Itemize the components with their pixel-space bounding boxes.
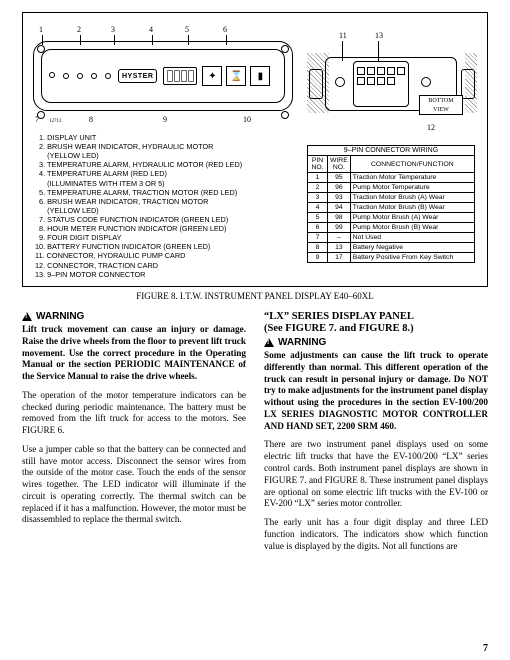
instrument-panel-drawing: HYSTER ✦ ⌛ ▮ 1 2 3 4 5 6 7 8 9 10 12713	[33, 31, 293, 127]
legend-line: 9. FOUR DIGIT DISPLAY	[35, 233, 305, 242]
legend-line: 8. HOUR METER FUNCTION INDICATOR (GREEN …	[35, 224, 305, 233]
four-digit-display-icon	[163, 67, 197, 85]
legend-line: 13. 9–PIN MOTOR CONNECTOR	[35, 270, 305, 279]
legend-line: 3. TEMPERATURE ALARM, HYDRAULIC MOTOR (R…	[35, 160, 305, 169]
battery-icon: ▮	[250, 66, 270, 86]
left-column: WARNING Lift truck movement can cause an…	[22, 311, 246, 559]
warning-icon	[264, 338, 274, 347]
hourglass-icon: ⌛	[226, 66, 246, 86]
left-paragraph-2: Use a jumper cable so that the battery c…	[22, 444, 246, 526]
callout-10: 10	[243, 115, 251, 124]
right-warning-text: Some adjustments can cause the lift truc…	[264, 350, 488, 432]
callout-11: 11	[339, 31, 347, 40]
connector-drawing: BOTTOM VIEW 11 13 12	[307, 29, 477, 139]
legend-list: 1. DISPLAY UNIT 2. BRUSH WEAR INDICATOR,…	[35, 133, 305, 279]
callout-2: 2	[77, 25, 81, 34]
warning-heading-right: WARNING	[264, 337, 488, 348]
warning-heading-left: WARNING	[22, 311, 246, 322]
callout-1: 1	[39, 25, 43, 34]
table-row: 598Pump Motor Brush (A) Wear	[308, 213, 475, 223]
right-column: “LX” SERIES DISPLAY PANEL (See FIGURE 7.…	[264, 311, 488, 559]
legend-line: 7. STATUS CODE FUNCTION INDICATOR (GREEN…	[35, 215, 305, 224]
wrench-icon: ✦	[202, 66, 222, 86]
callout-9: 9	[163, 115, 167, 124]
table-row: 393Traction Motor Brush (A) Wear	[308, 193, 475, 203]
lx-series-heading: “LX” SERIES DISPLAY PANEL (See FIGURE 7.…	[264, 311, 488, 335]
callout-7: 7	[35, 115, 39, 124]
legend-line: (YELLOW LED)	[35, 206, 305, 215]
callout-13: 13	[375, 31, 383, 40]
wiring-table: 9–PIN CONNECTOR WIRING PIN NO. WIRE NO. …	[307, 145, 475, 263]
legend-line: 5. TEMPERATURE ALARM, TRACTION MOTOR (RE…	[35, 188, 305, 197]
warning-icon	[22, 312, 32, 321]
table-row: 7–Not Used	[308, 233, 475, 243]
left-paragraph-1: The operation of the motor temperature i…	[22, 390, 246, 437]
callout-8: 8	[89, 115, 93, 124]
callout-3: 3	[111, 25, 115, 34]
legend-line: (ILLUMINATES WITH ITEM 3 OR 5)	[35, 179, 305, 188]
brand-label: HYSTER	[118, 69, 157, 83]
legend-line: 1. DISPLAY UNIT	[35, 133, 305, 142]
legend-line: 4. TEMPERATURE ALARM (RED LED)	[35, 169, 305, 178]
table-row: 813Battery Negative	[308, 243, 475, 253]
callout-6: 6	[223, 25, 227, 34]
left-warning-text: Lift truck movement can cause an injury …	[22, 324, 246, 383]
table-row: 296Pump Motor Temperature	[308, 183, 475, 193]
legend-line: 6. BRUSH WEAR INDICATOR, TRACTION MOTOR	[35, 197, 305, 206]
right-paragraph-1: There are two instrument panel displays …	[264, 439, 488, 510]
callout-12: 12	[427, 123, 435, 132]
legend-line: 10. BATTERY FUNCTION INDICATOR (GREEN LE…	[35, 242, 305, 251]
table-row: 917Battery Positive From Key Switch	[308, 253, 475, 263]
figure-8-box: HYSTER ✦ ⌛ ▮ 1 2 3 4 5 6 7 8 9 10 12713	[22, 12, 488, 287]
callout-5: 5	[185, 25, 189, 34]
table-row: 699Pump Motor Brush (B) Wear	[308, 223, 475, 233]
legend-line: (YELLOW LED)	[35, 151, 305, 160]
table-row: 494Traction Motor Brush (B) Wear	[308, 203, 475, 213]
legend-line: 12. CONNECTOR, TRACTION CARD	[35, 261, 305, 270]
legend-line: 2. BRUSH WEAR INDICATOR, HYDRAULIC MOTOR	[35, 142, 305, 151]
page-number: 7	[483, 643, 488, 654]
legend-line: 11. CONNECTOR, HYDRAULIC PUMP CARD	[35, 251, 305, 260]
callout-4: 4	[149, 25, 153, 34]
right-paragraph-2: The early unit has a four digit display …	[264, 517, 488, 552]
part-number: 12713	[49, 119, 62, 124]
figure-caption: FIGURE 8. I.T.W. INSTRUMENT PANEL DISPLA…	[22, 291, 488, 301]
bottom-view-label: BOTTOM VIEW	[419, 95, 463, 115]
table-row: 195Traction Motor Temperature	[308, 173, 475, 183]
